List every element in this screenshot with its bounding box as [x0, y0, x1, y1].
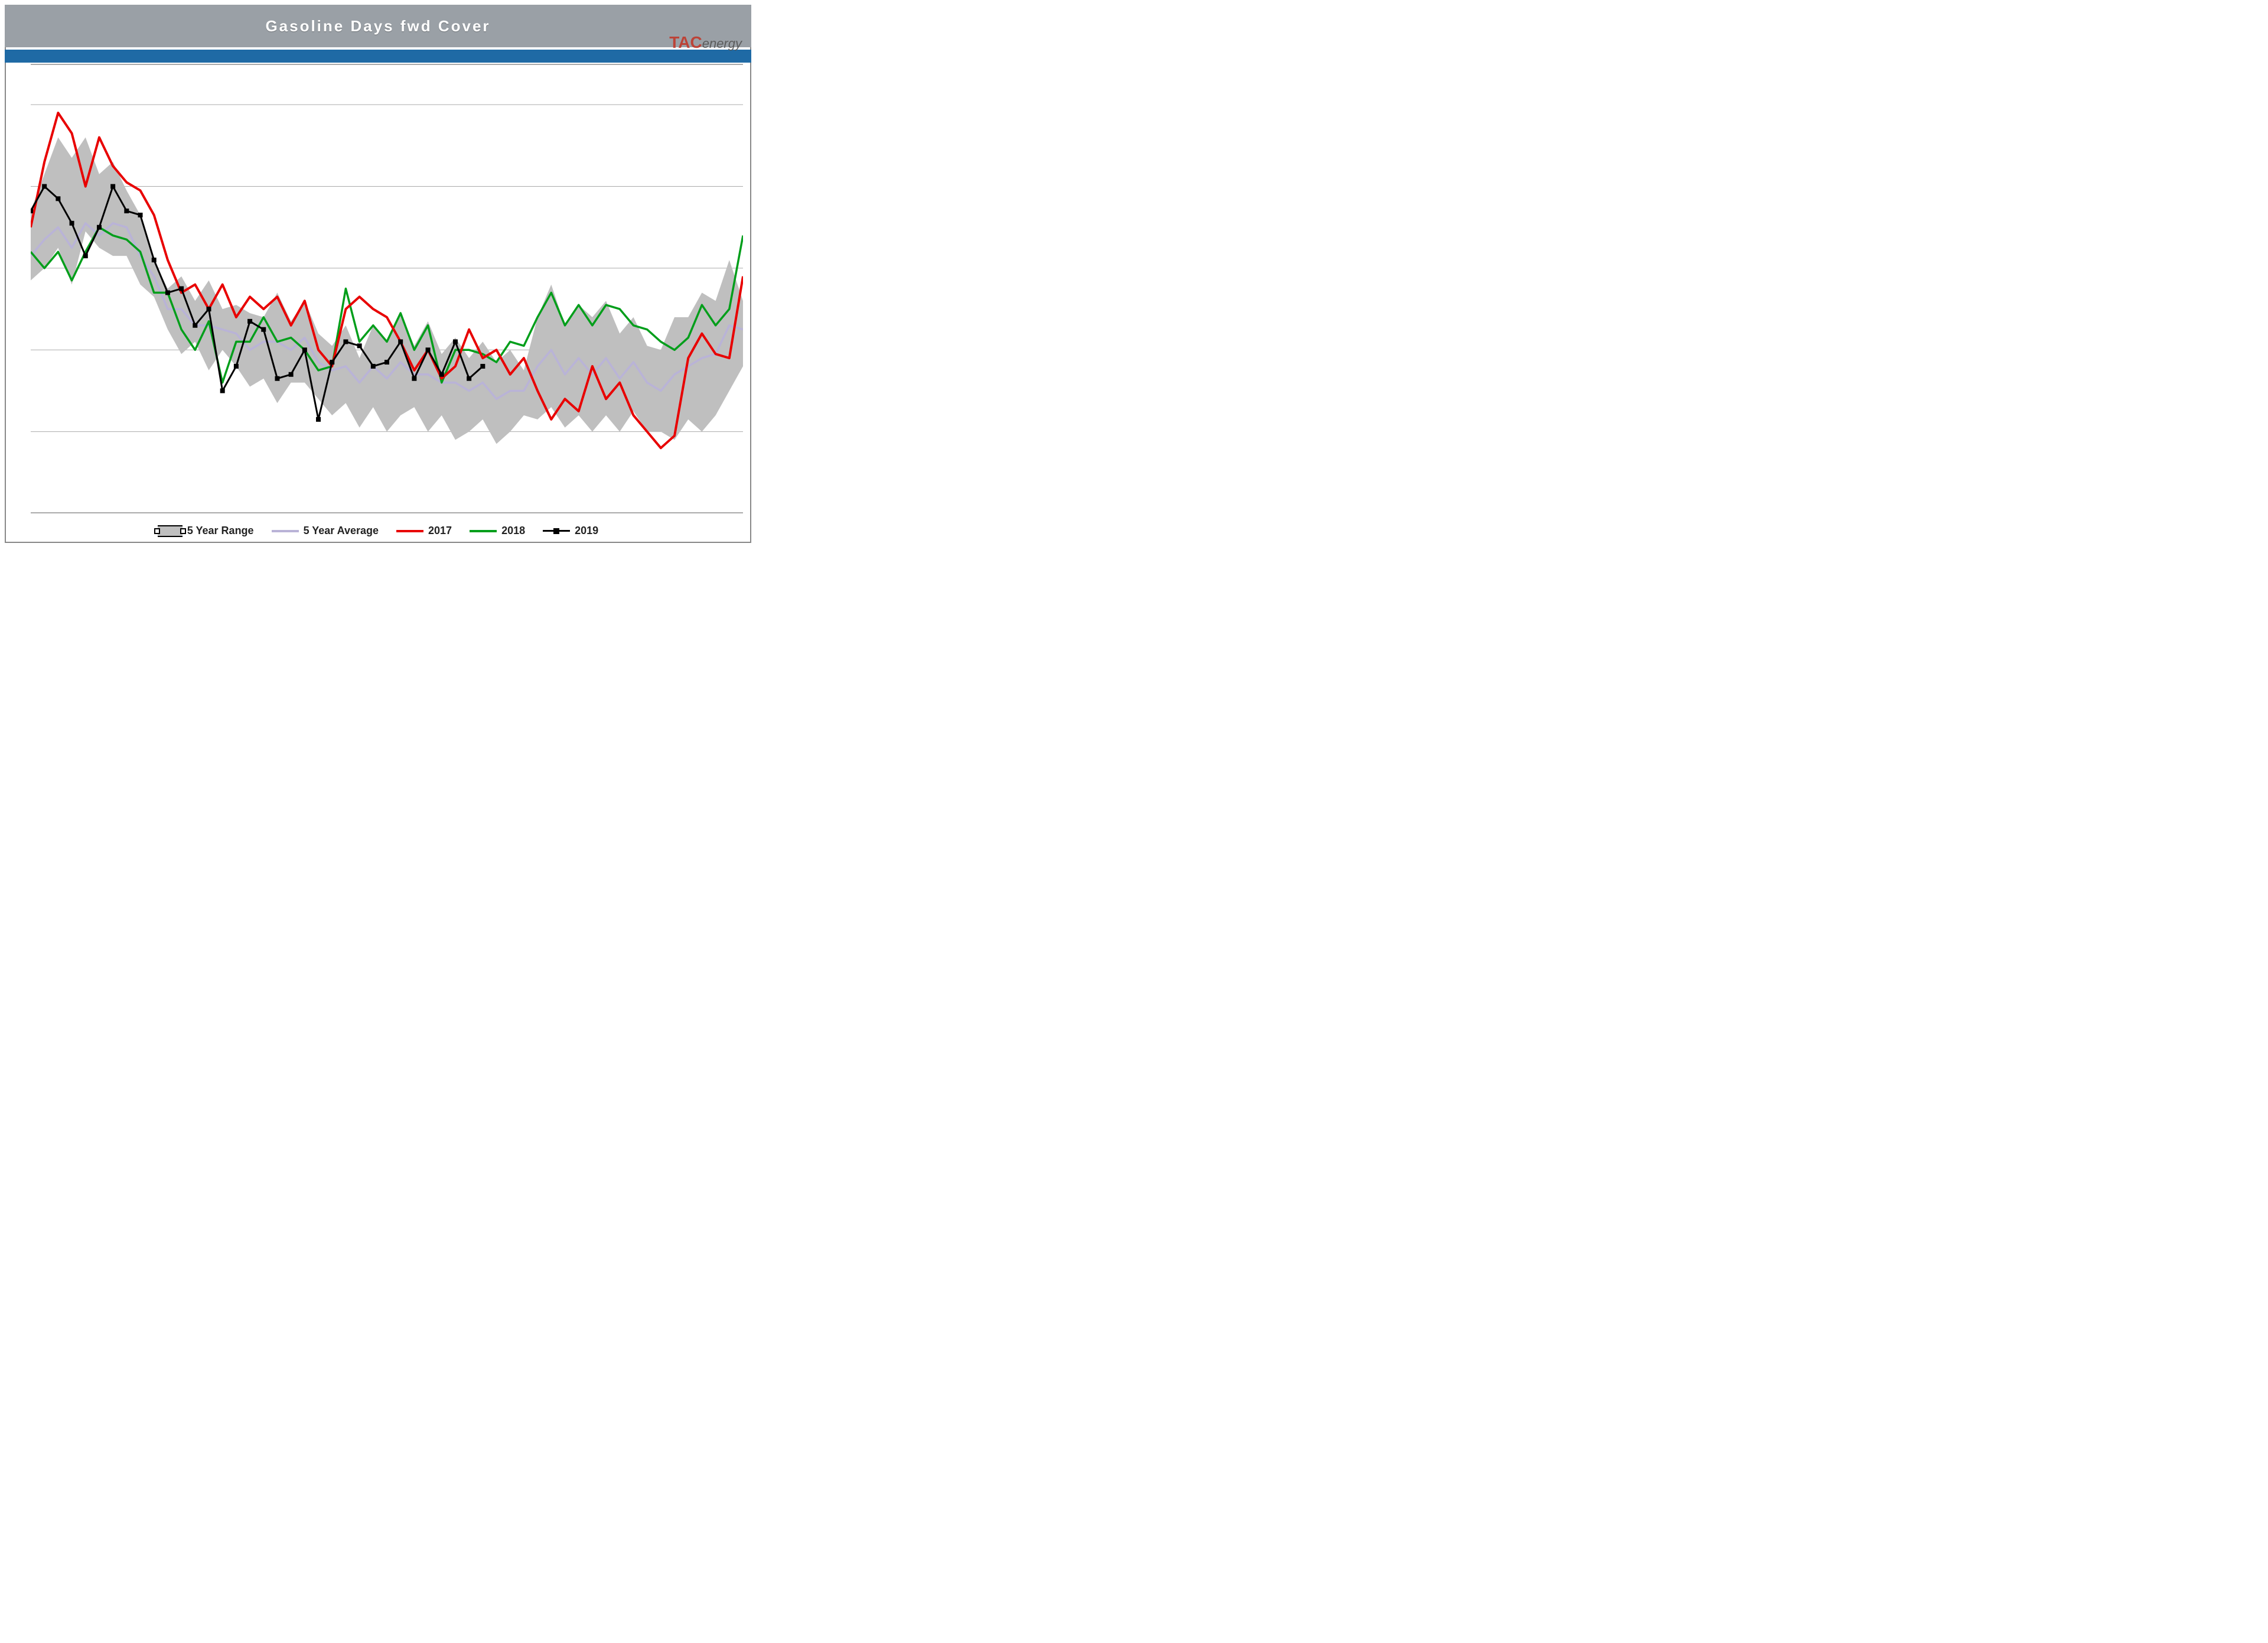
- legend-label-avg: 5 Year Average: [304, 525, 379, 537]
- chart-header: Gasoline Days fwd Cover: [5, 5, 751, 47]
- legend-swatch-range: [158, 525, 183, 537]
- brand-logo: TACenergy: [669, 33, 742, 52]
- legend-item-2018: 2018: [470, 525, 525, 537]
- legend-swatch-2017: [396, 530, 423, 532]
- legend-swatch-avg: [272, 530, 299, 532]
- legend-label-2019: 2019: [575, 525, 598, 537]
- legend-swatch-2019: [543, 530, 570, 532]
- plot-area: [31, 64, 743, 513]
- chart-container: Gasoline Days fwd Cover TACenergy 5 Year…: [0, 0, 756, 548]
- chart-svg: [31, 64, 743, 513]
- legend-item-avg: 5 Year Average: [272, 525, 379, 537]
- legend-item-2019: 2019: [543, 525, 598, 537]
- legend-item-2017: 2017: [396, 525, 452, 537]
- brand-logo-tac: TAC: [669, 33, 702, 51]
- legend-swatch-2018: [470, 530, 497, 532]
- chart-title: Gasoline Days fwd Cover: [265, 17, 490, 35]
- legend: 5 Year Range 5 Year Average 2017 2018 20…: [0, 525, 756, 537]
- legend-label-2017: 2017: [428, 525, 452, 537]
- legend-label-range: 5 Year Range: [187, 525, 254, 537]
- blue-accent-bar: [5, 50, 751, 63]
- brand-logo-energy: energy: [702, 36, 742, 51]
- legend-label-2018: 2018: [501, 525, 525, 537]
- legend-item-range: 5 Year Range: [158, 525, 254, 537]
